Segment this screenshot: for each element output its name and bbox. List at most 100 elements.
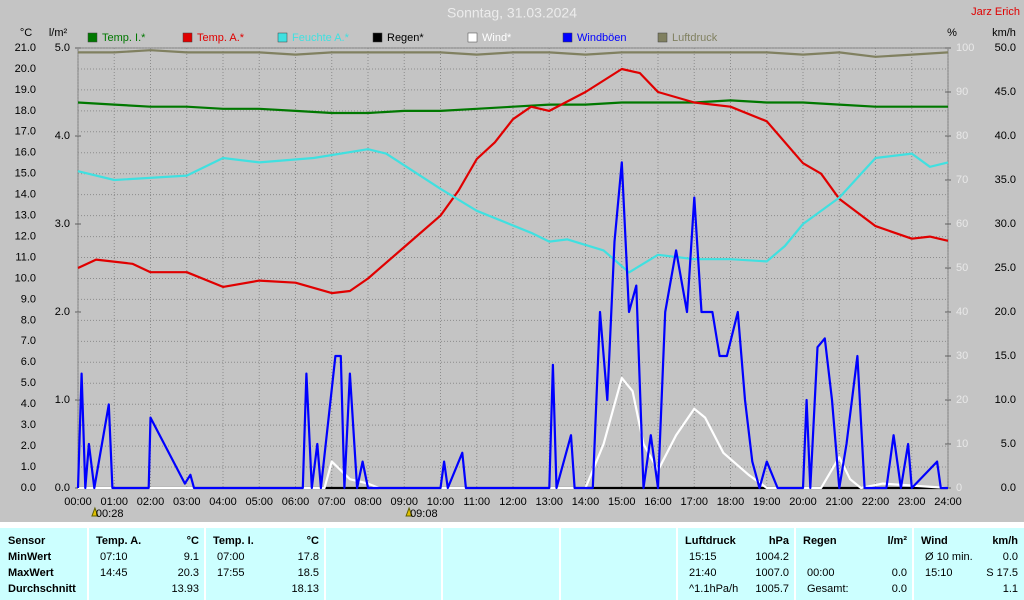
y-tick-label: 21.0 bbox=[15, 42, 36, 54]
y4-tick-label: 4.0 bbox=[55, 130, 70, 142]
x-tick-label: 03:00 bbox=[173, 496, 201, 508]
annotation-label: 00:28 bbox=[96, 508, 124, 520]
stats-cell: Gesamt: bbox=[807, 583, 849, 595]
x-tick-label: 21:00 bbox=[825, 496, 853, 508]
stats-header: Temp. A. bbox=[96, 535, 141, 547]
x-tick-label: 02:00 bbox=[137, 496, 165, 508]
x-tick-label: 24:00 bbox=[934, 496, 962, 508]
x-tick-label: 19:00 bbox=[753, 496, 781, 508]
stats-cell: S 17.5 bbox=[986, 567, 1018, 579]
y-tick-label: 7.0 bbox=[21, 335, 36, 347]
stats-cell: 18.5 bbox=[298, 567, 319, 579]
y-tick-label: 3.0 bbox=[21, 419, 36, 431]
stats-cell: 07:00 bbox=[217, 551, 245, 563]
y3-tick-label: 0.0 bbox=[1001, 482, 1016, 494]
y2-tick-label: 0 bbox=[956, 482, 962, 494]
x-tick-label: 07:00 bbox=[318, 496, 346, 508]
y4-tick-label: 2.0 bbox=[55, 306, 70, 318]
stats-header: l/m² bbox=[887, 535, 907, 547]
stats-cell: 14:45 bbox=[100, 567, 128, 579]
y2-tick-label: 70 bbox=[956, 174, 968, 186]
chart-background bbox=[0, 0, 1024, 522]
stats-cell: ^1.1hPa/h bbox=[689, 583, 738, 595]
legend-swatch bbox=[372, 32, 383, 43]
y-tick-label: 20.0 bbox=[15, 63, 36, 75]
stats-cell: 17:55 bbox=[217, 567, 245, 579]
stats-header: hPa bbox=[769, 535, 790, 547]
x-tick-label: 20:00 bbox=[789, 496, 817, 508]
y-tick-label: 15.0 bbox=[15, 168, 36, 180]
annotation-label: 09:08 bbox=[410, 508, 438, 520]
y3-tick-label: 5.0 bbox=[1001, 438, 1016, 450]
y4-tick-label: 1.0 bbox=[55, 394, 70, 406]
stats-header: Temp. I. bbox=[213, 535, 254, 547]
y-tick-label: 16.0 bbox=[15, 147, 36, 159]
legend-swatch bbox=[182, 32, 193, 43]
y-tick-label: 11.0 bbox=[15, 251, 36, 263]
y3-tick-label: 45.0 bbox=[995, 86, 1016, 98]
y-tick-label: 14.0 bbox=[15, 189, 36, 201]
x-tick-label: 23:00 bbox=[898, 496, 926, 508]
y-tick-label: 13.0 bbox=[15, 210, 36, 222]
series-line bbox=[78, 376, 949, 490]
series-line bbox=[77, 99, 948, 115]
stats-header: Wind bbox=[921, 535, 948, 547]
sun-marker bbox=[91, 506, 99, 517]
y3-tick-label: 20.0 bbox=[995, 306, 1016, 318]
y-tick-label: 1.0 bbox=[21, 461, 36, 473]
y-tick-label: 2.0 bbox=[21, 440, 36, 452]
y-tick-label: 18.0 bbox=[15, 105, 36, 117]
stats-dividers bbox=[87, 528, 914, 600]
y-tick-label: 0.0 bbox=[21, 482, 36, 494]
stats-header: °C bbox=[187, 535, 199, 547]
series-line bbox=[78, 49, 949, 58]
wind-axis-unit: km/h bbox=[992, 27, 1016, 39]
legend-swatch bbox=[467, 32, 478, 43]
y2-tick-label: 20 bbox=[956, 394, 968, 406]
stats-cell: 20.3 bbox=[178, 567, 199, 579]
sun-marker bbox=[405, 506, 413, 517]
stats-cell: 18.13 bbox=[291, 583, 319, 595]
y2-tick-label: 30 bbox=[956, 350, 968, 362]
y-tick-label: 10.0 bbox=[15, 272, 36, 284]
legend-label: Temp. I.* bbox=[102, 32, 146, 44]
stats-cell: 07:10 bbox=[100, 551, 128, 563]
y3-tick-label: 35.0 bbox=[995, 174, 1016, 186]
stats-cell: 21:40 bbox=[689, 567, 717, 579]
stats-cell: 17.8 bbox=[298, 551, 319, 563]
y2-tick-label: 60 bbox=[956, 218, 968, 230]
stats-cell: Durchschnitt bbox=[8, 583, 76, 595]
x-tick-label: 00:00 bbox=[64, 496, 92, 508]
y-tick-label: 4.0 bbox=[21, 398, 36, 410]
y3-tick-label: 50.0 bbox=[995, 42, 1016, 54]
author: Jarz Erich bbox=[971, 6, 1020, 18]
stats-cell: 1004.2 bbox=[755, 551, 789, 563]
stats-cell: 00:00 bbox=[807, 567, 835, 579]
legend-label: Windböen bbox=[577, 32, 627, 44]
stats-cell: 1007.0 bbox=[755, 567, 789, 579]
stats-cell: 0.0 bbox=[892, 583, 907, 595]
legend-label: Temp. A.* bbox=[197, 32, 245, 44]
x-tick-label: 15:00 bbox=[608, 496, 636, 508]
legend-swatch bbox=[87, 32, 98, 43]
y2-tick-label: 100 bbox=[956, 42, 974, 54]
x-tick-label: 16:00 bbox=[644, 496, 672, 508]
y3-tick-label: 40.0 bbox=[995, 130, 1016, 142]
y-tick-label: 12.0 bbox=[15, 230, 36, 242]
series-line bbox=[77, 67, 949, 295]
stats-cell: 1.1 bbox=[1003, 583, 1018, 595]
x-tick-label: 01:00 bbox=[100, 496, 128, 508]
y2-tick-label: 90 bbox=[956, 86, 968, 98]
stats-header: °C bbox=[307, 535, 319, 547]
x-tick-label: 17:00 bbox=[680, 496, 708, 508]
stats-cell: Ø 10 min. bbox=[925, 551, 973, 563]
stats-header: Sensor bbox=[8, 535, 46, 547]
legend-swatch bbox=[277, 32, 288, 43]
stats-cell: 13.93 bbox=[171, 583, 199, 595]
series-line bbox=[76, 161, 948, 490]
x-tick-label: 11:00 bbox=[463, 496, 490, 508]
x-tick-label: 05:00 bbox=[245, 496, 273, 508]
x-tick-label: 22:00 bbox=[862, 496, 890, 508]
